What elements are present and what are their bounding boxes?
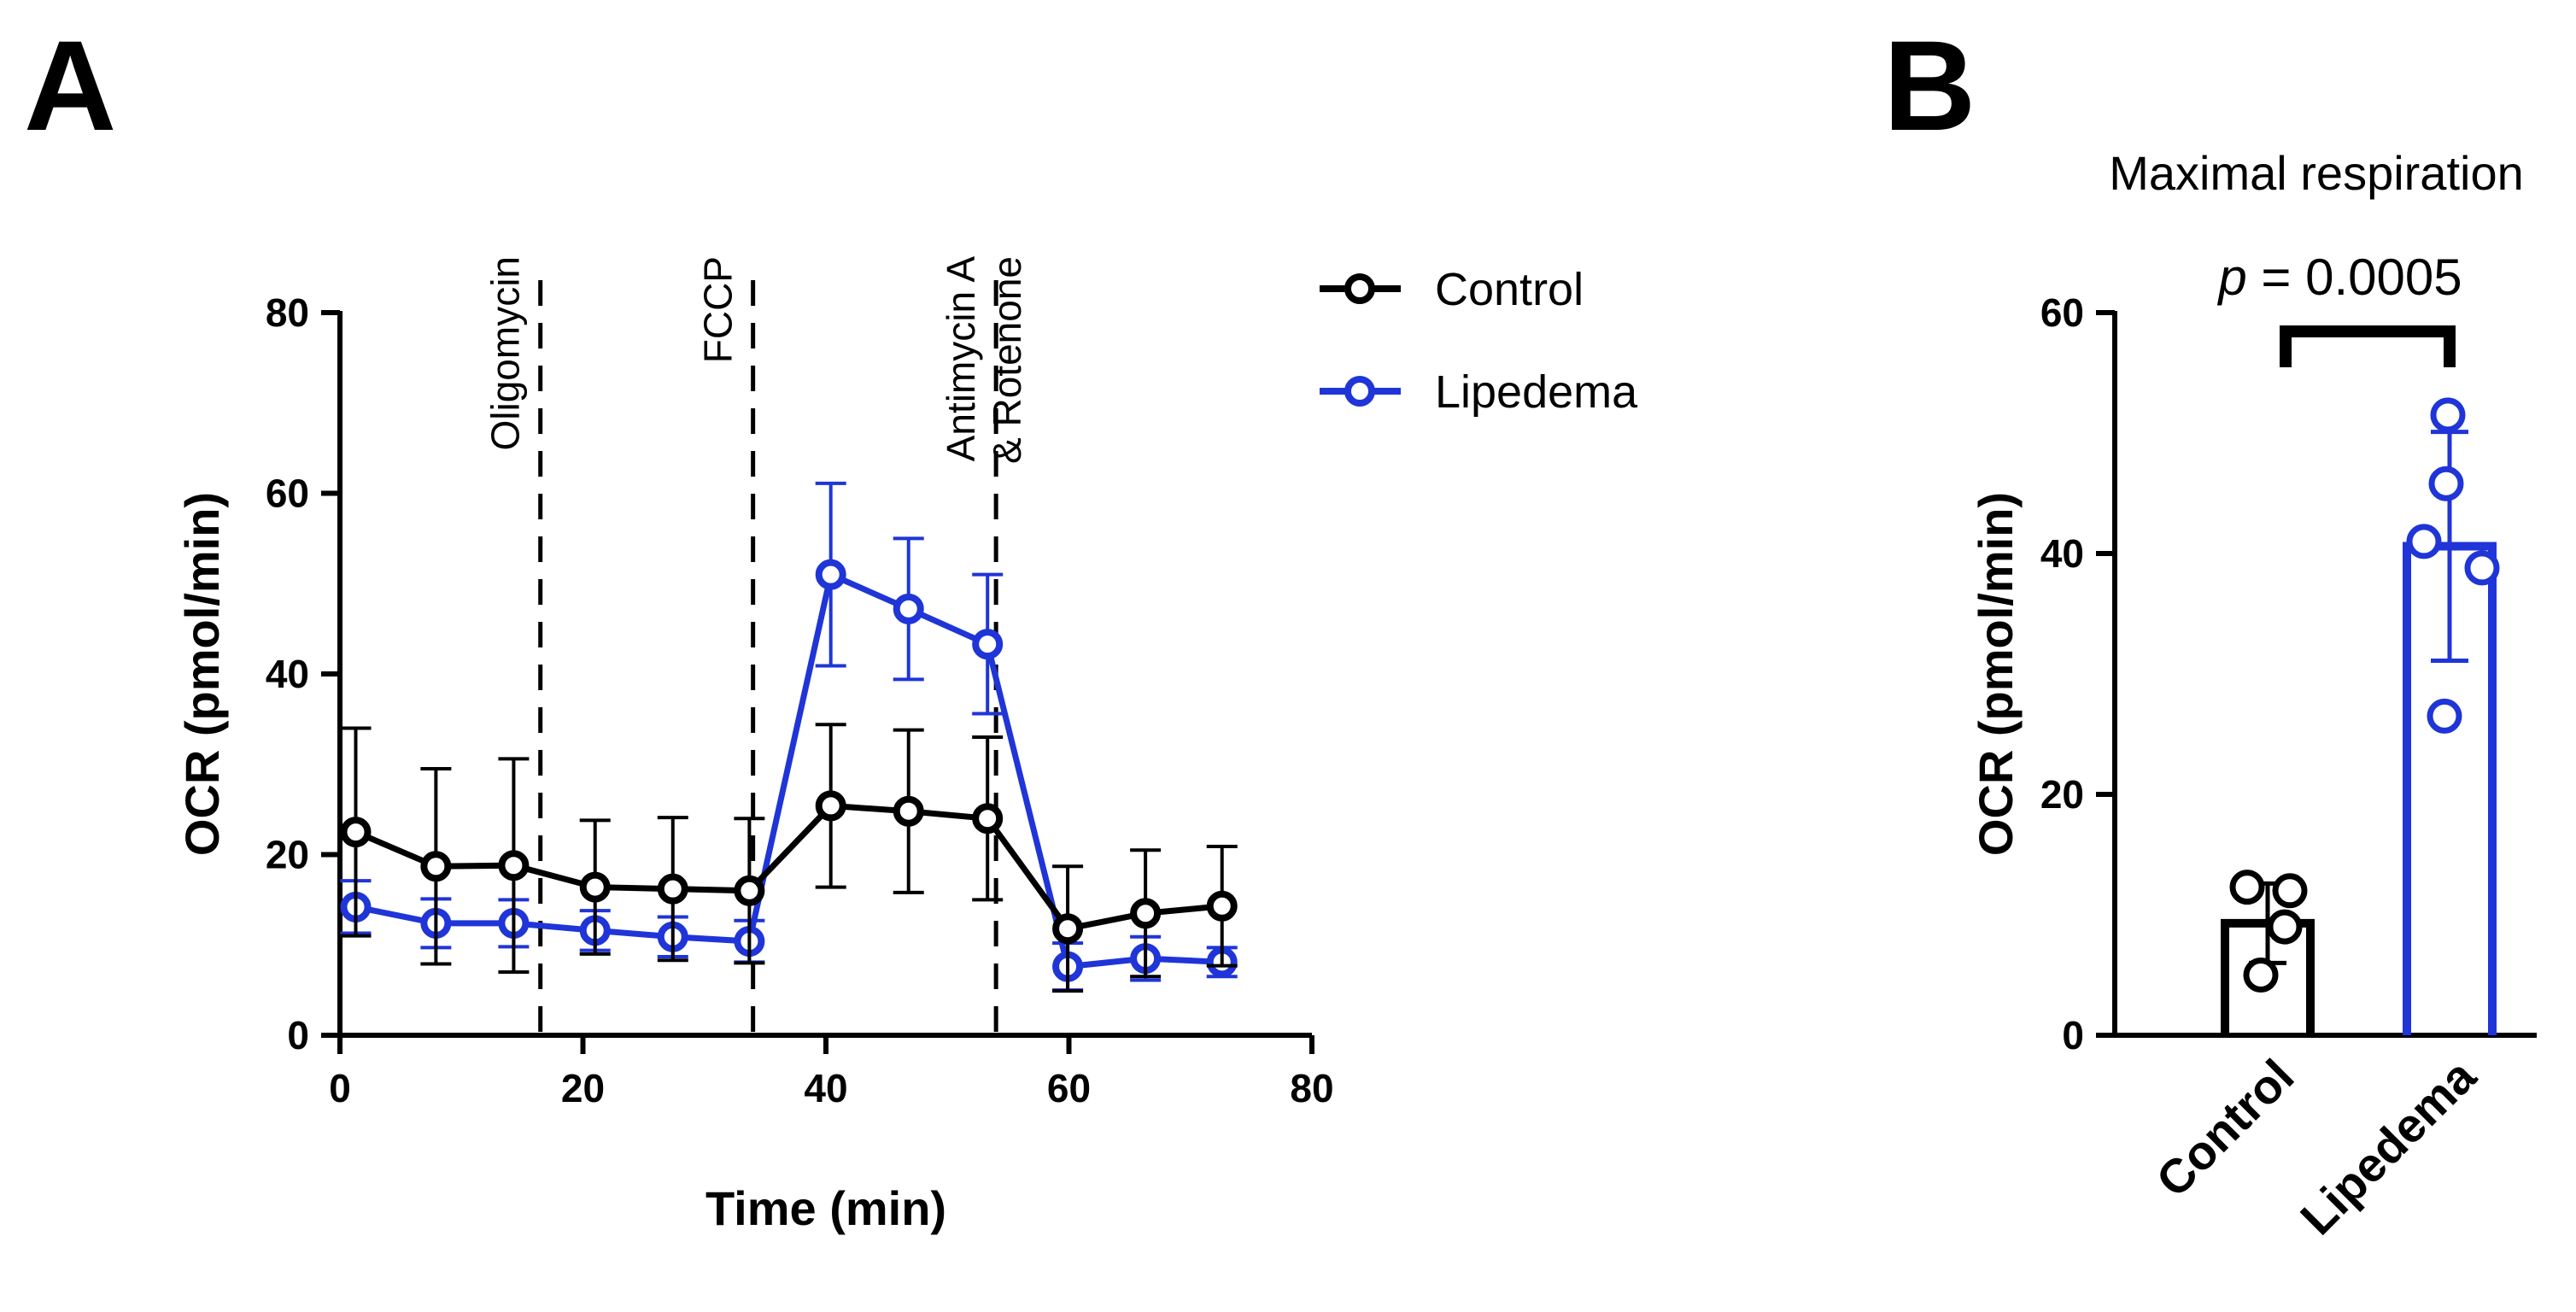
- data-point: [893, 593, 924, 624]
- data-point: [893, 795, 924, 827]
- injection-label-group: Oligomycin: [483, 256, 528, 451]
- panel-a-y-tick-label: 20: [266, 833, 309, 877]
- data-point: [1130, 898, 1162, 929]
- legend-lipedema-label: Lipedema: [1435, 366, 1638, 418]
- injection-label-group: Antimycin A & Rotenone: [939, 256, 1029, 464]
- legend: Control Lipedema: [1320, 264, 1638, 418]
- panel-a-y-tick-label: 0: [287, 1013, 309, 1057]
- injection-markers: Oligomycin FCCP Antimycin A & Rotenone: [483, 256, 1029, 1035]
- panel-b-y-tick-label: 60: [2040, 290, 2084, 335]
- data-point: [657, 873, 688, 905]
- panel-a-y-axis-title: OCR (pmol/min): [175, 492, 229, 856]
- panel-a-y-tick-label: 60: [266, 472, 309, 516]
- panel-b-title: Maximal respiration: [2109, 146, 2524, 200]
- bar-group-lipedema: [2403, 397, 2500, 1035]
- category-label: Control: [2146, 1049, 2304, 1207]
- legend-control-marker: [1344, 273, 1375, 304]
- data-point: [498, 850, 530, 882]
- panel-b-bar-chart: Maximal respiration p = 0.0005 0 20 40 60 C…: [1969, 146, 2537, 1245]
- bar-group-control: [2221, 870, 2315, 1035]
- category-label-group: Lipedema: [2290, 1048, 2486, 1245]
- injection-label-group: FCCP: [696, 256, 741, 363]
- data-point: [2464, 550, 2500, 586]
- data-point: [1206, 890, 1238, 922]
- panel-a-line-chart: Oligomycin FCCP Antimycin A & Rotenone 0 20 4…: [175, 256, 1638, 1235]
- data-point: [2272, 873, 2308, 909]
- category-label-group: Control: [2146, 1049, 2304, 1207]
- p-value-text: p = 0.0005: [2216, 249, 2462, 306]
- panel-a-y-tick-label: 80: [266, 290, 309, 335]
- legend-item-control: Control: [1320, 264, 1584, 315]
- panel-a-x-axis-title: Time (min): [705, 1181, 946, 1235]
- series-lipedema: [340, 481, 1238, 993]
- data-point: [2229, 870, 2265, 905]
- panel-b-y-tick-label: 0: [2062, 1013, 2084, 1057]
- data-point: [2267, 909, 2303, 945]
- panel-a-axes: 0 20 40 60 80 0 20 40 60 80: [266, 290, 1334, 1110]
- panel-label-b: B: [1883, 14, 1976, 157]
- panel-a-series: [340, 481, 1238, 993]
- panel-a-x-tick-label: 80: [1290, 1066, 1333, 1110]
- data-point: [340, 817, 372, 848]
- significance-bracket: [2280, 325, 2456, 367]
- legend-control-label: Control: [1435, 264, 1584, 315]
- data-point: [972, 803, 1004, 835]
- significance-annotation: p = 0.0005: [2216, 249, 2462, 367]
- panel-b-y-tick-label: 40: [2040, 531, 2084, 576]
- panel-a-x-tick-label: 60: [1047, 1066, 1091, 1110]
- data-point: [2427, 698, 2462, 734]
- series-line: [354, 570, 1222, 970]
- data-point: [2430, 397, 2466, 433]
- data-point: [734, 875, 765, 906]
- category-label: Lipedema: [2290, 1048, 2486, 1245]
- injection-label: Antimycin A: [939, 256, 983, 462]
- data-point: [972, 629, 1004, 660]
- panel-a-x-tick-label: 0: [329, 1066, 351, 1110]
- data-point: [579, 871, 611, 903]
- legend-lipedema-marker: [1344, 376, 1375, 407]
- panel-a-x-tick-label: 20: [561, 1066, 605, 1110]
- panel-b-y-axis-title: OCR (pmol/min): [1969, 492, 2023, 856]
- data-point: [420, 851, 452, 882]
- data-point: [815, 790, 846, 822]
- panel-a-y-tick-label: 40: [266, 652, 309, 696]
- data-point: [2406, 524, 2442, 559]
- series-control: [340, 723, 1238, 993]
- panel-label-a: A: [24, 14, 116, 157]
- panel-b-axes: 0 20 40 60: [2040, 290, 2537, 1057]
- data-point: [2428, 466, 2464, 501]
- panel-b-y-tick-label: 20: [2040, 772, 2084, 817]
- p-value: = 0.0005: [2261, 249, 2462, 306]
- injection-label: FCCP: [696, 256, 741, 363]
- data-point: [815, 559, 846, 590]
- injection-label: Oligomycin: [483, 256, 528, 451]
- p-label: p: [2216, 249, 2246, 306]
- legend-item-lipedema: Lipedema: [1320, 366, 1638, 418]
- panel-a-x-tick-label: 40: [804, 1066, 847, 1110]
- data-point: [2243, 958, 2279, 993]
- series-line: [354, 802, 1223, 933]
- injection-label-line2: & Rotenone: [985, 256, 1029, 464]
- data-point: [1052, 913, 1084, 945]
